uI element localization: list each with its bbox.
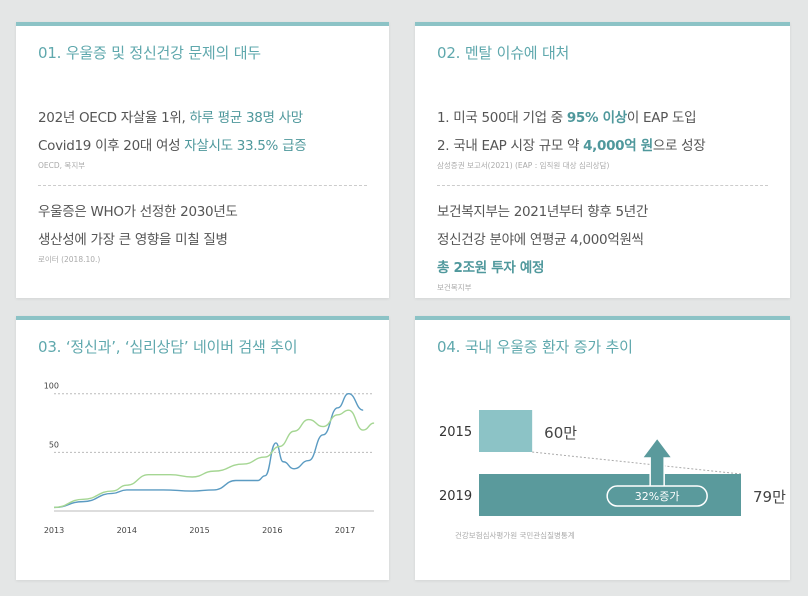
card2-line2-post: 으로 성장: [652, 138, 706, 154]
card2-divider: [437, 185, 768, 186]
card1-title: 01. 우울증 및 정신건강 문제의 대두: [38, 44, 261, 62]
card2-line5: 총 2조원 투자 예정: [437, 260, 545, 276]
value-label-2015: 60만: [544, 424, 577, 442]
card1-line2-text: Covid19 이후 20대 여성: [38, 138, 185, 154]
card1-line1-text: 202년 OECD 자살율 1위,: [38, 110, 190, 126]
x-tick-label: 2014: [117, 526, 137, 535]
y-tick-label: 100: [44, 382, 59, 391]
increase-arrow-icon: [640, 436, 674, 491]
card2-line4: 정신건강 분야에 연평균 4,000억원씩: [437, 232, 644, 248]
card1-line2-highlight: 자살시도 33.5% 급증: [184, 138, 307, 154]
category-label-2019: 2019: [439, 489, 472, 504]
x-tick-label: 2016: [262, 526, 282, 535]
card2-line2: 2. 국내 EAP 시장 규모 약 4,000억 원으로 성장: [437, 134, 706, 154]
card4-title: 04. 국내 우울증 환자 증가 추이: [437, 338, 633, 356]
card1-line1: 202년 OECD 자살율 1위, 하루 평균 38명 사망: [38, 106, 303, 126]
bar-2015: [479, 410, 533, 452]
card2-line1-text: 1. 미국 500대 기업 중: [437, 110, 567, 126]
x-tick-label: 2013: [44, 526, 64, 535]
category-label-2015: 2015: [439, 425, 472, 440]
card-mental-issue: 02. 멘탈 이슈에 대처 1. 미국 500대 기업 중 95% 이상이 EA…: [415, 22, 790, 298]
guide-line-top: [532, 451, 742, 475]
card3-title: 03. ‘정신과’, ‘심리상담’ 네이버 검색 추이: [38, 338, 298, 356]
card2-line1: 1. 미국 500대 기업 중 95% 이상이 EAP 도입: [437, 106, 697, 126]
card2-line3: 보건복지부는 2021년부터 향후 5년간: [437, 204, 648, 220]
card2-line2-highlight: 4,000억 원: [583, 138, 653, 154]
card2-title: 02. 멘탈 이슈에 대처: [437, 44, 570, 62]
card1-line3: 우울증은 WHO가 선정한 2030년도: [38, 204, 238, 220]
card-search-trend: 03. ‘정신과’, ‘심리상담’ 네이버 검색 추이 50 100 2013 201…: [16, 316, 389, 580]
card-depression-issue: 01. 우울증 및 정신건강 문제의 대두 202년 OECD 자살율 1위, …: [16, 22, 389, 298]
card1-line2: Covid19 이후 20대 여성 자살시도 33.5% 급증: [38, 134, 307, 154]
card2-source2: 보건복지부: [437, 283, 472, 292]
series-line-2: [53, 409, 375, 509]
card-patient-trend: 04. 국내 우울증 환자 증가 추이 2015 2019 60만 79만 32%증가 …: [415, 316, 790, 580]
card2-line1-post: 이 EAP 도입: [626, 110, 697, 126]
card2-line1-highlight: 95% 이상: [566, 110, 627, 126]
card1-source2: 로이터 (2018.10.): [38, 255, 101, 264]
series-line-1: [53, 393, 364, 509]
card2-source1: 삼성증권 보고서(2021) (EAP : 임직원 대상 심리상담): [437, 161, 610, 170]
card1-source1: OECD, 복지부: [38, 161, 86, 170]
patient-trend-chart: 2015 2019 60만 79만 32%증가: [439, 410, 786, 516]
increase-badge-label: 32%증가: [635, 490, 680, 503]
card1-line1-highlight: 하루 평균 38명 사망: [189, 110, 304, 126]
value-label-2019: 79만: [753, 488, 786, 506]
card2-line2-text: 2. 국내 EAP 시장 규모 약: [437, 138, 584, 154]
y-tick-label: 50: [49, 440, 59, 449]
x-tick-label: 2015: [189, 526, 209, 535]
card1-line4: 생산성에 가장 큰 영향을 미칠 질병: [38, 232, 228, 248]
card4-source: 건강보험심사평가원 국민관심질병통계: [455, 531, 575, 540]
increase-badge: [606, 485, 708, 507]
card1-divider: [38, 185, 367, 186]
search-trend-chart: 50 100 2013 2014 2015 2016 2017: [44, 382, 375, 535]
x-tick-label: 2017: [335, 526, 355, 535]
